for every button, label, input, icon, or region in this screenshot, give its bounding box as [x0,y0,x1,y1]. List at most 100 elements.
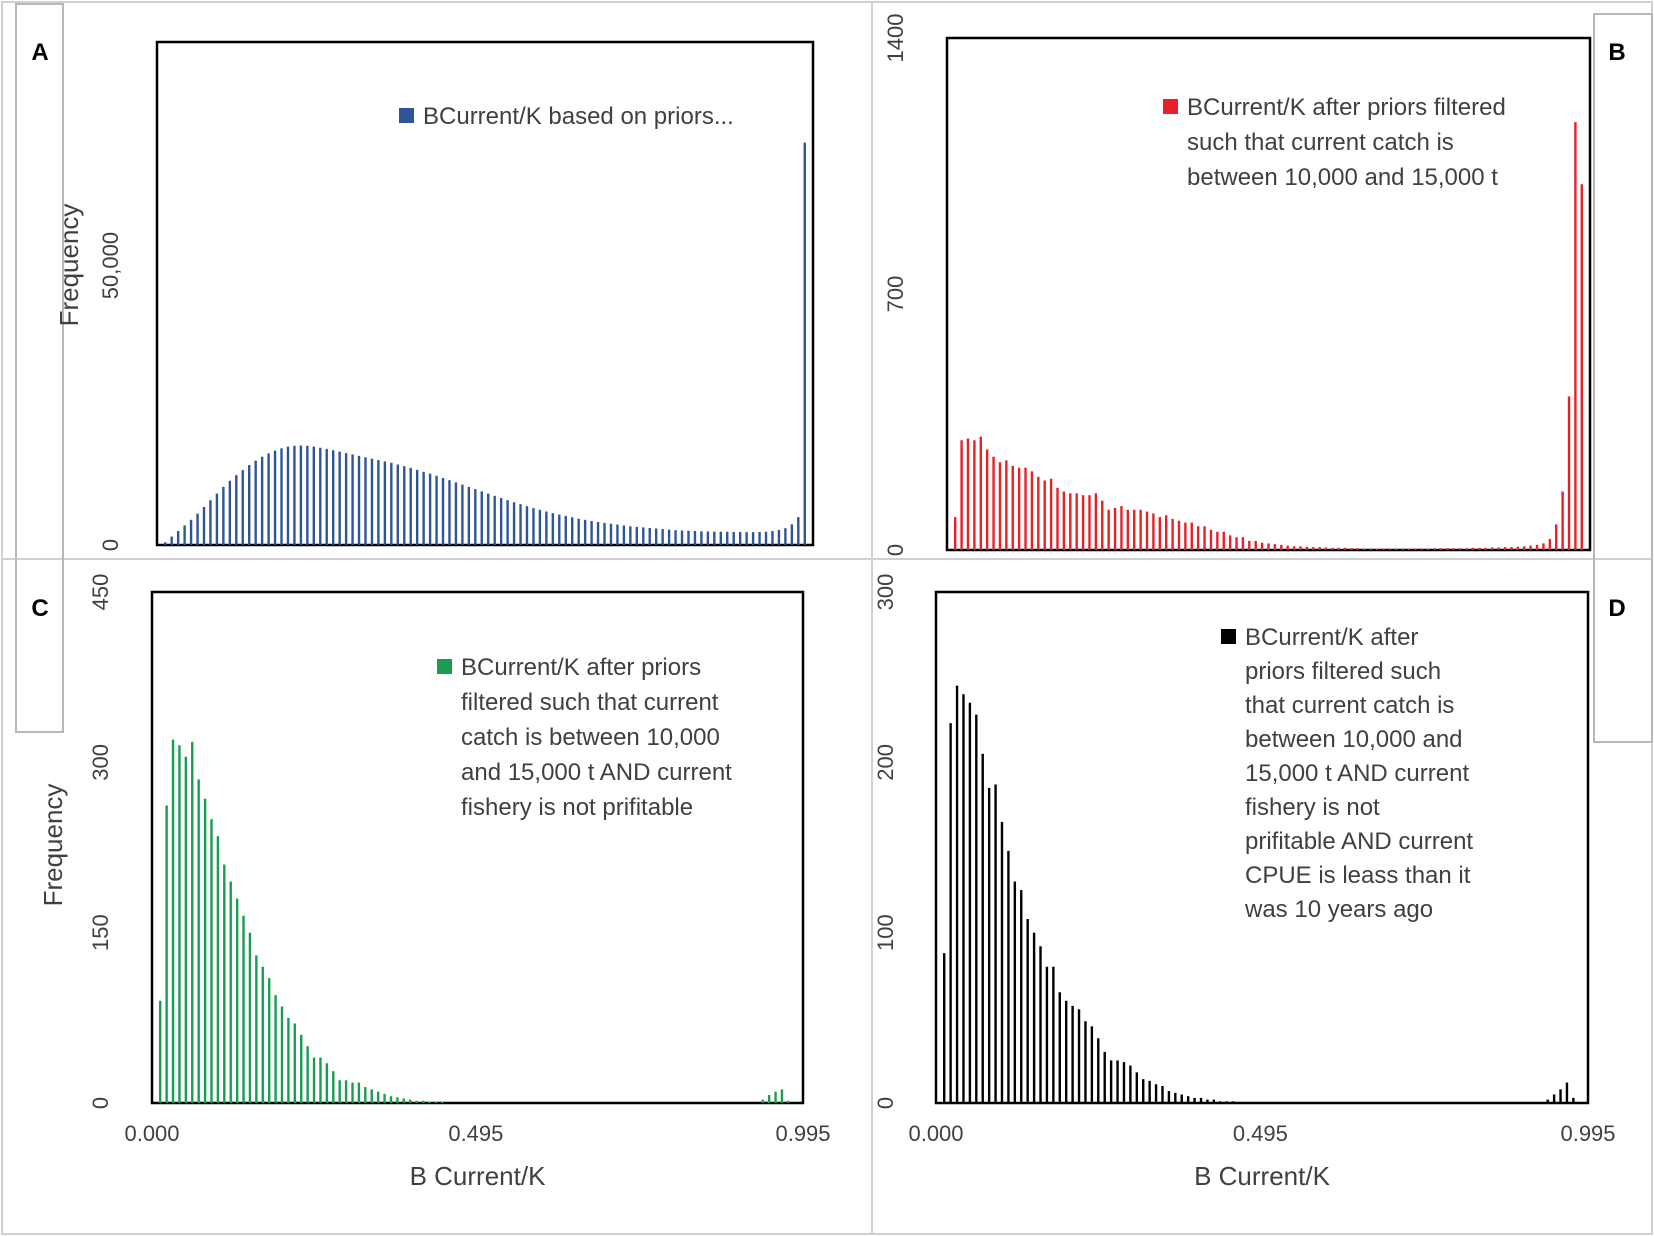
bar-d-34 [1161,1085,1164,1103]
y-tick-label-c-1: 150 [88,914,113,951]
y-tick-label-c-2: 300 [88,744,113,781]
bar-c-21 [293,1023,297,1103]
bar-a-58 [538,509,542,545]
bar-b-43 [1228,535,1232,550]
bar-c-25 [319,1057,322,1103]
bar-d-44 [1225,1101,1228,1103]
bar-d-18 [1058,992,1061,1103]
bar-c-12 [235,898,239,1103]
bar-c-44 [441,1101,444,1103]
bar-a-86 [719,531,722,545]
bar-a-8 [215,493,219,545]
bar-a-24 [319,447,322,545]
bar-d-0 [943,953,946,1103]
bar-a-66 [590,520,593,545]
bar-c-10 [223,864,226,1103]
bar-a-43 [441,477,445,545]
bar-a-84 [706,531,710,545]
bar-a-27 [338,451,341,545]
bar-a-75 [648,527,651,545]
bar-b-49 [1267,543,1270,550]
bar-b-54 [1299,546,1302,550]
bar-b-97 [1574,122,1577,551]
bar-a-42 [435,475,438,545]
bar-a-50 [487,493,490,545]
bar-b-20 [1081,495,1085,550]
bar-d-14 [1032,932,1036,1103]
panel-b: 0 700 1400 BCurrent/K after priors filtered… [883,14,1626,557]
bar-d-40 [1199,1097,1203,1103]
legend-swatch-c [437,659,452,674]
bar-a-2 [176,531,180,545]
bar-a-14 [254,460,257,545]
bar-c-34 [376,1091,380,1103]
bar-c-23 [306,1046,309,1103]
y-tick-label-b-2: 1400 [883,14,908,63]
bar-a-96 [784,528,787,545]
bar-c-28 [338,1080,341,1103]
bar-b-66 [1376,548,1379,550]
bar-d-1 [949,723,952,1103]
bar-d-6 [981,753,984,1103]
bar-a-30 [357,455,361,545]
bar-d-28 [1122,1062,1126,1103]
bar-b-86 [1503,547,1507,550]
bar-a-99 [803,142,806,545]
y-tick-label-b-0: 0 [883,544,908,556]
bar-c-1 [165,805,168,1103]
bar-a-20 [293,445,296,545]
bar-b-1 [960,440,963,550]
bar-b-77 [1446,548,1449,550]
bar-a-28 [344,453,348,545]
bar-b-95 [1561,491,1564,550]
legend-text-d-6: prifitable AND current [1245,828,1473,855]
bar-c-97 [780,1089,784,1103]
bar-a-89 [738,532,742,545]
bar-b-87 [1510,547,1513,550]
bar-a-70 [616,524,619,545]
bar-a-6 [202,507,206,545]
bar-b-17 [1062,491,1066,550]
bar-a-54 [512,502,516,546]
panel-c: 0 150 300 450 0.000 0.495 0.995 Frequency B Curr… [31,574,830,1191]
bar-a-31 [364,457,367,545]
bar-b-91 [1535,544,1539,550]
legend-swatch-a [399,108,414,123]
bar-a-57 [532,508,535,545]
bar-a-29 [351,454,354,545]
bar-a-62 [564,515,567,545]
bar-b-80 [1465,548,1468,550]
legend-swatch-b [1163,99,1178,114]
legend-text-d-5: fishery is not [1245,794,1380,821]
bar-b-37 [1190,522,1193,550]
bar-a-47 [467,486,471,545]
bar-a-49 [480,491,483,545]
bar-a-65 [583,519,587,545]
bar-b-60 [1337,547,1341,550]
y-axis-title-a: Frequency [54,204,84,327]
bar-d-7 [987,787,991,1103]
y-tick-label-d-2: 200 [873,744,898,781]
bar-a-41 [428,473,432,545]
bar-c-26 [325,1063,329,1103]
bar-a-48 [474,489,477,545]
bar-a-92 [758,532,761,545]
bar-b-14 [1043,480,1046,550]
bar-a-12 [241,470,244,545]
bar-a-46 [461,484,464,545]
bar-d-23 [1090,1026,1094,1103]
bar-a-53 [506,500,509,545]
bar-d-29 [1129,1065,1132,1103]
bar-d-30 [1135,1072,1139,1103]
bar-c-20 [287,1017,290,1103]
bar-a-22 [306,445,309,545]
bar-b-0 [954,517,957,550]
bar-b-76 [1439,548,1443,550]
bar-b-19 [1075,493,1078,550]
bar-a-25 [325,448,328,545]
bar-c-11 [229,881,232,1103]
bar-b-48 [1260,542,1264,550]
bar-b-8 [1005,460,1008,550]
bar-c-95 [767,1095,771,1103]
